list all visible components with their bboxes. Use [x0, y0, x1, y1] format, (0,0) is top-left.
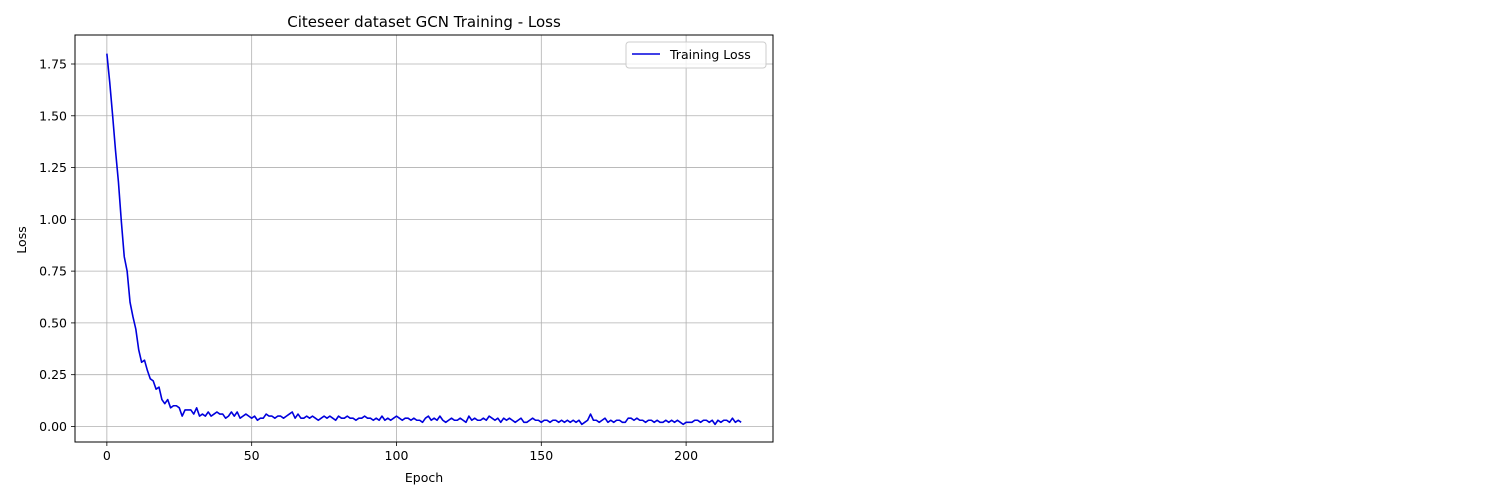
y-axis-ticks: 0.00 0.25 0.50 0.75 1.00 1.25 1.50 1.75	[39, 56, 75, 434]
chart-title: Citeseer dataset GCN Training - Loss	[287, 13, 561, 31]
legend: Training Loss	[625, 41, 767, 69]
x-tick-label: 100	[385, 448, 409, 463]
x-tick-label: 150	[529, 448, 553, 463]
series-layer	[106, 53, 742, 426]
y-tick-label: 0.75	[39, 264, 67, 279]
series-line-training-loss	[106, 53, 742, 426]
y-tick-label: 0.50	[39, 315, 67, 330]
y-tick-label: 1.50	[39, 108, 67, 123]
y-tick-label: 0.00	[39, 419, 67, 434]
x-tick-label: 50	[244, 448, 260, 463]
x-tick-label: 0	[103, 448, 111, 463]
x-axis-label: Epoch	[405, 470, 443, 485]
plot-frame	[74, 34, 774, 443]
y-tick-label: 1.25	[39, 160, 67, 175]
x-tick-label: 200	[674, 448, 698, 463]
y-axis-label: Loss	[14, 226, 29, 253]
y-tick-label: 1.75	[39, 56, 67, 71]
y-tick-label: 1.00	[39, 212, 67, 227]
legend-box	[625, 41, 767, 69]
legend-label-training-loss: Training Loss	[669, 47, 751, 62]
y-tick-label: 0.25	[39, 367, 67, 382]
x-axis-ticks: 0 50 100 150 200	[103, 442, 698, 463]
